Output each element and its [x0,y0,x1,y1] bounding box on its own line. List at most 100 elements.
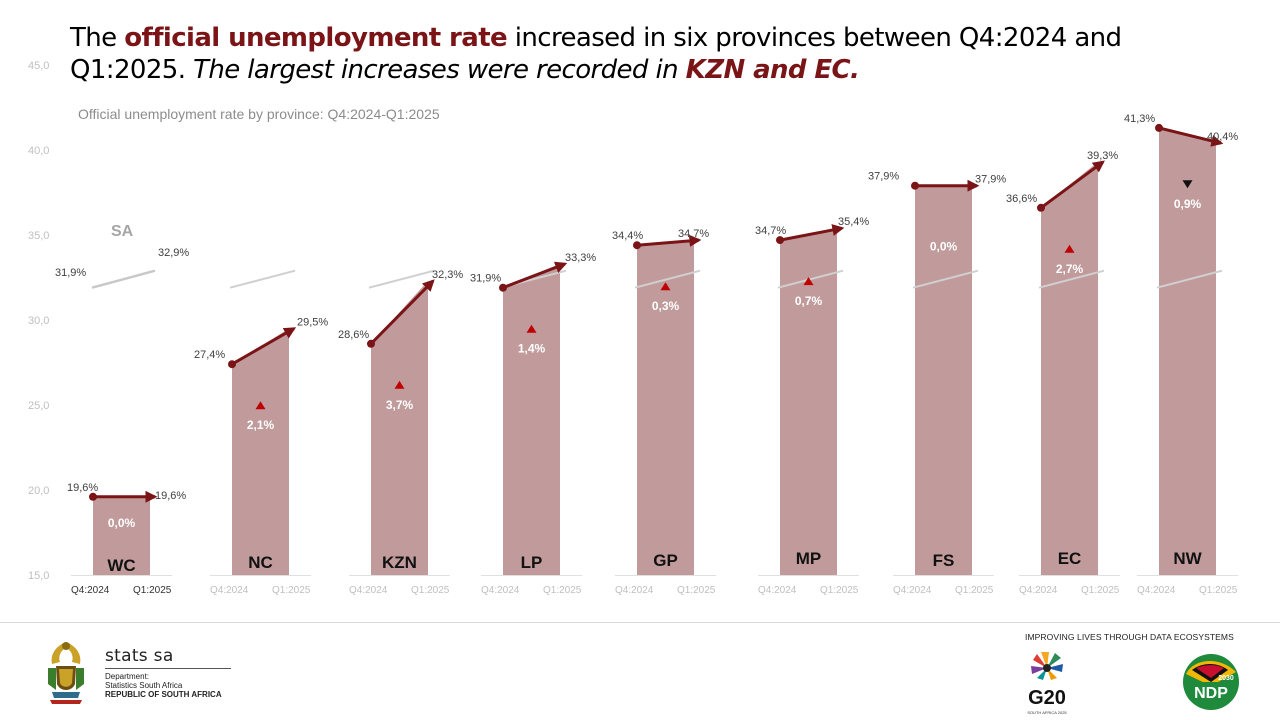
province-label: WC [107,556,135,575]
q1-value-label: 40,4% [1207,131,1238,143]
period-label-q1: Q1:2025 [1081,585,1120,596]
sa-reference-line [634,269,701,289]
sa-reference-line [777,269,844,289]
trend-arrow [1158,126,1224,147]
province-bar [232,328,289,575]
trend-arrow [1040,160,1105,210]
change-value-label: 0,0% [108,516,136,530]
y-tick-label: 40,0 [28,145,49,157]
period-label-q4: Q4:2024 [1137,585,1176,596]
tagline: IMPROVING LIVES THROUGH DATA ECOSYSTEMS [1025,632,1234,642]
province-label: NC [248,553,273,572]
ndp-year-text: 2030 [1218,675,1234,682]
headline-italic-highlight: KZN and EC. [685,55,860,85]
increase-triangle-icon [1064,244,1075,253]
sa-q1-label: 32,9% [158,247,189,259]
q4-marker [499,283,507,292]
q4-marker [1155,123,1163,132]
province-label: NW [1173,549,1202,568]
q4-value-label: 28,6% [338,329,369,341]
dept-line2: Statistics South Africa [105,681,183,690]
g20-text: G20 [1028,687,1066,709]
province-label: GP [653,551,678,570]
increase-triangle-icon [526,324,537,333]
trend-arrow [502,261,568,290]
sa-benchmark-line [91,269,156,289]
sa-reference-line [229,269,296,289]
change-value-label: 0,3% [652,299,680,313]
trend-arrow [369,279,435,345]
headline-highlight: official unemployment rate [124,23,508,53]
sa-reference-line [368,269,435,289]
q1-value-label: 32,3% [432,269,463,281]
q4-value-label: 34,4% [612,230,643,242]
period-label-q4: Q4:2024 [615,585,654,596]
ndp-logo-icon: 2030 NDP [1183,654,1239,710]
q1-value-label: 34,7% [678,228,709,240]
q4-marker [633,241,641,250]
trend-arrow [231,327,297,366]
sa-reference-line [1156,269,1223,289]
increase-triangle-icon [660,282,671,291]
q4-value-label: 31,9% [470,273,501,285]
province-label: EC [1058,549,1082,568]
province-label: FS [933,551,955,570]
province-label: LP [521,553,543,572]
province-bar [780,228,837,575]
headline: The official unemployment rate increased… [70,22,1230,86]
period-label-q1: Q1:2025 [411,585,450,596]
trend-arrow [636,234,702,247]
period-label-q4: Q4:2024 [71,585,110,596]
province-bar [371,280,428,575]
sa-reference-line [1038,269,1105,289]
increase-triangle-icon [394,380,405,389]
q1-value-label: 29,5% [297,317,328,329]
dept-line3: REPUBLIC OF SOUTH AFRICA [105,690,222,699]
q4-marker [911,181,919,190]
period-label-q1: Q1:2025 [1199,585,1238,596]
g20-sub-text: SOUTH AFRICA 2025 [1027,710,1067,715]
headline-italic: The largest increases were recorded in [193,55,686,85]
period-label-q4: Q4:2024 [893,585,932,596]
province-bar [93,496,150,575]
change-value-label: 1,4% [518,342,546,356]
period-label-q4: Q4:2024 [210,585,249,596]
q4-value-label: 34,7% [755,225,786,237]
q4-marker [367,339,375,348]
footer-divider [0,622,1280,623]
g20-logo-icon: G20 SOUTH AFRICA 2025 [1027,652,1067,715]
y-tick-label: 45,0 [28,60,49,72]
q1-value-label: 33,3% [565,252,596,264]
increase-triangle-icon [803,277,814,286]
decrease-triangle-icon [1182,180,1193,189]
y-tick-label: 30,0 [28,315,49,327]
headline-part2: increased in six provinces between Q4:20… [70,23,1122,85]
q4-marker [776,236,784,245]
q4-marker [89,492,97,501]
change-value-label: 2,1% [247,418,275,432]
ndp-text: NDP [1194,685,1228,702]
chart-subtitle: Official unemployment rate by province: … [78,106,440,122]
unemployment-chart: 15,0 20,0 25,0 30,0 35,0 40,0 45,0 Official une… [28,60,1238,596]
q4-marker [228,360,236,369]
province-bar [637,240,694,575]
province-bar [1041,161,1098,575]
q4-value-label: 36,6% [1006,193,1037,205]
period-label-q4: Q4:2024 [758,585,797,596]
department-text: Department: Statistics South Africa REPU… [105,672,222,699]
change-value-label: 2,7% [1056,262,1084,276]
province-label: KZN [382,553,417,572]
q4-value-label: 37,9% [868,171,899,183]
trend-arrow [779,224,845,242]
y-tick-label: 35,0 [28,230,49,242]
q4-value-label: 19,6% [67,482,98,494]
period-label-q1: Q1:2025 [543,585,582,596]
province-label: MP [796,549,822,568]
period-label-q1: Q1:2025 [133,585,172,596]
q1-value-label: 39,3% [1087,150,1118,162]
period-label-q4: Q4:2024 [481,585,520,596]
period-label-q1: Q1:2025 [272,585,311,596]
sa-label: SA [111,223,134,240]
q4-marker [1037,203,1045,212]
period-label-q1: Q1:2025 [955,585,994,596]
